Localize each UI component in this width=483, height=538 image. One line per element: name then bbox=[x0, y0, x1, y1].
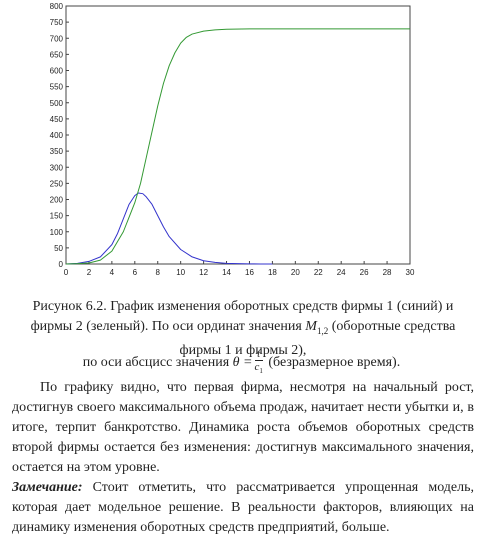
x-tick-label: 6 bbox=[133, 268, 138, 277]
body-paragraph: По графику видно, что первая фирма, несм… bbox=[12, 378, 474, 478]
y-tick-label: 550 bbox=[50, 83, 64, 92]
firm-capital-chart: 0 2 4 6 8 10 12 14 16 18 20 22 24 26 28 300501001502002… bbox=[0, 0, 483, 285]
note-label: Замечание: bbox=[12, 480, 83, 495]
note-paragraph: Замечание: Стоит отметить, что рассматри… bbox=[12, 478, 474, 538]
firm2-green-line bbox=[66, 29, 410, 264]
formula-denominator-subscript: 1 bbox=[259, 367, 263, 375]
y-tick-label: 350 bbox=[50, 147, 64, 156]
formula-numerator: t bbox=[255, 348, 263, 361]
x-tick-label: 10 bbox=[176, 268, 185, 277]
x-tick-label: 20 bbox=[291, 268, 300, 277]
x-tick-label: 16 bbox=[245, 268, 254, 277]
x-tick-label: 4 bbox=[110, 268, 115, 277]
y-tick-label: 650 bbox=[50, 50, 64, 59]
plot-frame bbox=[66, 6, 410, 264]
x-tick-label: 28 bbox=[383, 268, 392, 277]
x-tick-label: 30 bbox=[406, 268, 415, 277]
y-tick-label: 100 bbox=[50, 228, 64, 237]
firm1-blue-line bbox=[66, 193, 272, 264]
x-tick-label: 26 bbox=[360, 268, 369, 277]
formula-fraction: t c1 bbox=[255, 348, 263, 377]
y-tick-label: 300 bbox=[50, 163, 64, 172]
y-tick-label: 800 bbox=[50, 2, 64, 11]
x-tick-label: 2 bbox=[87, 268, 92, 277]
y-tick-label: 250 bbox=[50, 179, 64, 188]
y-tick-label: 700 bbox=[50, 34, 64, 43]
formula-denominator: c1 bbox=[255, 361, 263, 377]
x-tick-label: 18 bbox=[268, 268, 277, 277]
y-tick-label: 50 bbox=[54, 244, 63, 253]
y-tick-label: 0 bbox=[59, 260, 64, 269]
formula-prefix: по оси абсцисс значения bbox=[83, 355, 233, 370]
y-tick-label: 500 bbox=[50, 99, 64, 108]
y-tick-label: 750 bbox=[50, 18, 64, 27]
x-tick-label: 12 bbox=[199, 268, 208, 277]
y-tick-label: 600 bbox=[50, 67, 64, 76]
x-tick-label: 8 bbox=[156, 268, 161, 277]
caption-variable-subscript: 1,2 bbox=[317, 326, 328, 336]
formula-lhs: θ = bbox=[233, 355, 253, 370]
formula-suffix: (безразмерное время). bbox=[265, 355, 400, 370]
x-tick-label: 14 bbox=[222, 268, 231, 277]
axis-formula-line: по оси абсцисс значения θ = t c1 (безразме… bbox=[0, 348, 483, 377]
y-tick-label: 150 bbox=[50, 212, 64, 221]
x-tick-label: 24 bbox=[337, 268, 346, 277]
y-tick-label: 400 bbox=[50, 131, 64, 140]
y-tick-label: 450 bbox=[50, 115, 64, 124]
y-tick-label: 200 bbox=[50, 196, 64, 205]
x-tick-label: 0 bbox=[64, 268, 69, 277]
caption-variable: M bbox=[305, 319, 317, 334]
x-tick-label: 22 bbox=[314, 268, 323, 277]
